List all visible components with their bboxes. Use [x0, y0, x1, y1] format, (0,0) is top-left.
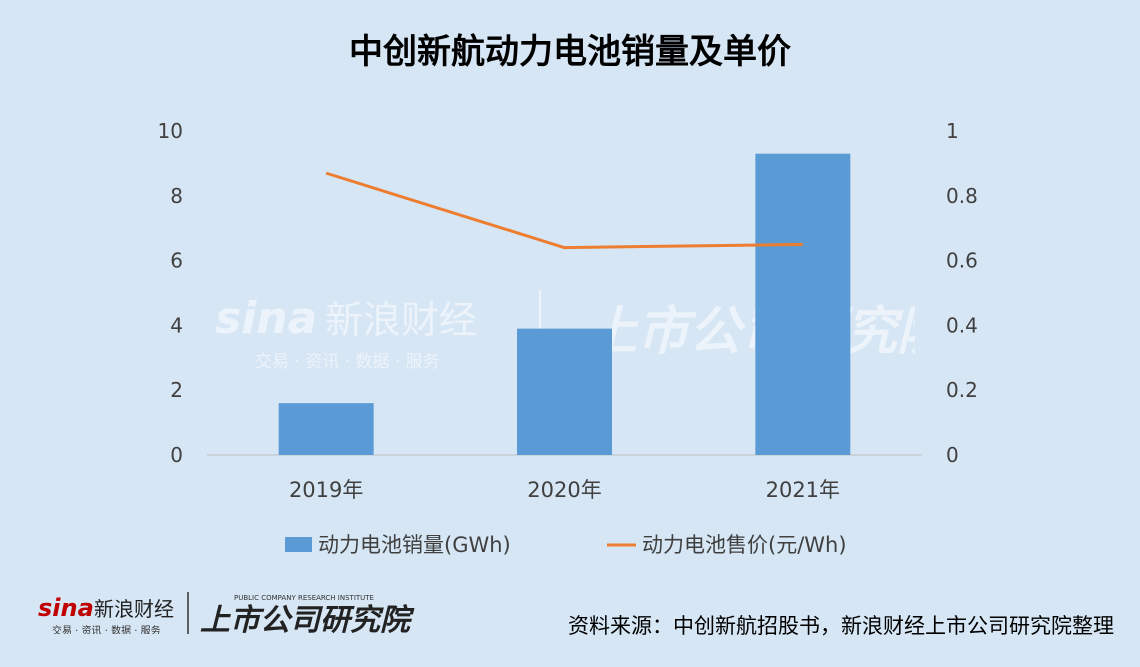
y-left-tick-label: 10: [158, 119, 183, 143]
y-left-tick-label: 4: [170, 313, 183, 337]
watermark: sina 新浪财经 交易 · 资讯 · 数据 · 服务 上市公司研究院: [215, 290, 915, 372]
source-note: 资料来源：中创新航招股书，新浪财经上市公司研究院整理: [568, 614, 1114, 638]
svg-text:sina: sina: [215, 293, 317, 344]
footer-logo-institute-en: PUBLIC COMPANY RESEARCH INSTITUTE: [234, 594, 374, 602]
chart-title: 中创新航动力电池销量及单价: [349, 32, 791, 72]
y-left-tick-label: 2: [170, 378, 183, 402]
y-left-tick-label: 0: [170, 443, 183, 467]
watermark-brand: 新浪财经: [325, 298, 477, 342]
legend-label-line: 动力电池售价(元/Wh): [642, 533, 847, 557]
y-right-tick-label: 0.6: [946, 249, 978, 273]
footer-logo: sina 新浪财经 交易 · 资讯 · 数据 · 服务 PUBLIC COMPA…: [38, 592, 415, 634]
series-line: [325, 171, 803, 250]
svg-text:sina: sina: [38, 594, 94, 622]
y-left-tick-label: 6: [170, 249, 183, 273]
bar: [517, 328, 612, 455]
x-tick-label: 2020年: [527, 478, 601, 502]
bar: [755, 153, 851, 455]
y-left-tick-label: 8: [170, 184, 183, 208]
watermark-sub: 交易 · 资讯 · 数据 · 服务: [255, 352, 440, 372]
y-right-tick-label: 1: [946, 119, 959, 143]
y-right-tick-label: 0: [946, 443, 959, 467]
y-right-tick-label: 0.8: [946, 184, 978, 208]
y-right-tick-label: 0.2: [946, 378, 978, 402]
legend-label-bar: 动力电池销量(GWh): [318, 533, 511, 557]
footer-logo-sub: 交易 · 资讯 · 数据 · 服务: [52, 624, 161, 634]
footer-logo-brand: 新浪财经: [94, 597, 174, 621]
footer-logo-institute: 上市公司研究院: [200, 603, 415, 634]
x-tick-label: 2021年: [766, 478, 840, 502]
x-tick-label: 2019年: [289, 478, 363, 502]
bar: [278, 403, 374, 455]
legend-swatch-bar: [285, 537, 312, 552]
watermark-institute: 上市公司研究院: [585, 302, 915, 362]
y-right-tick-label: 0.4: [946, 313, 978, 337]
